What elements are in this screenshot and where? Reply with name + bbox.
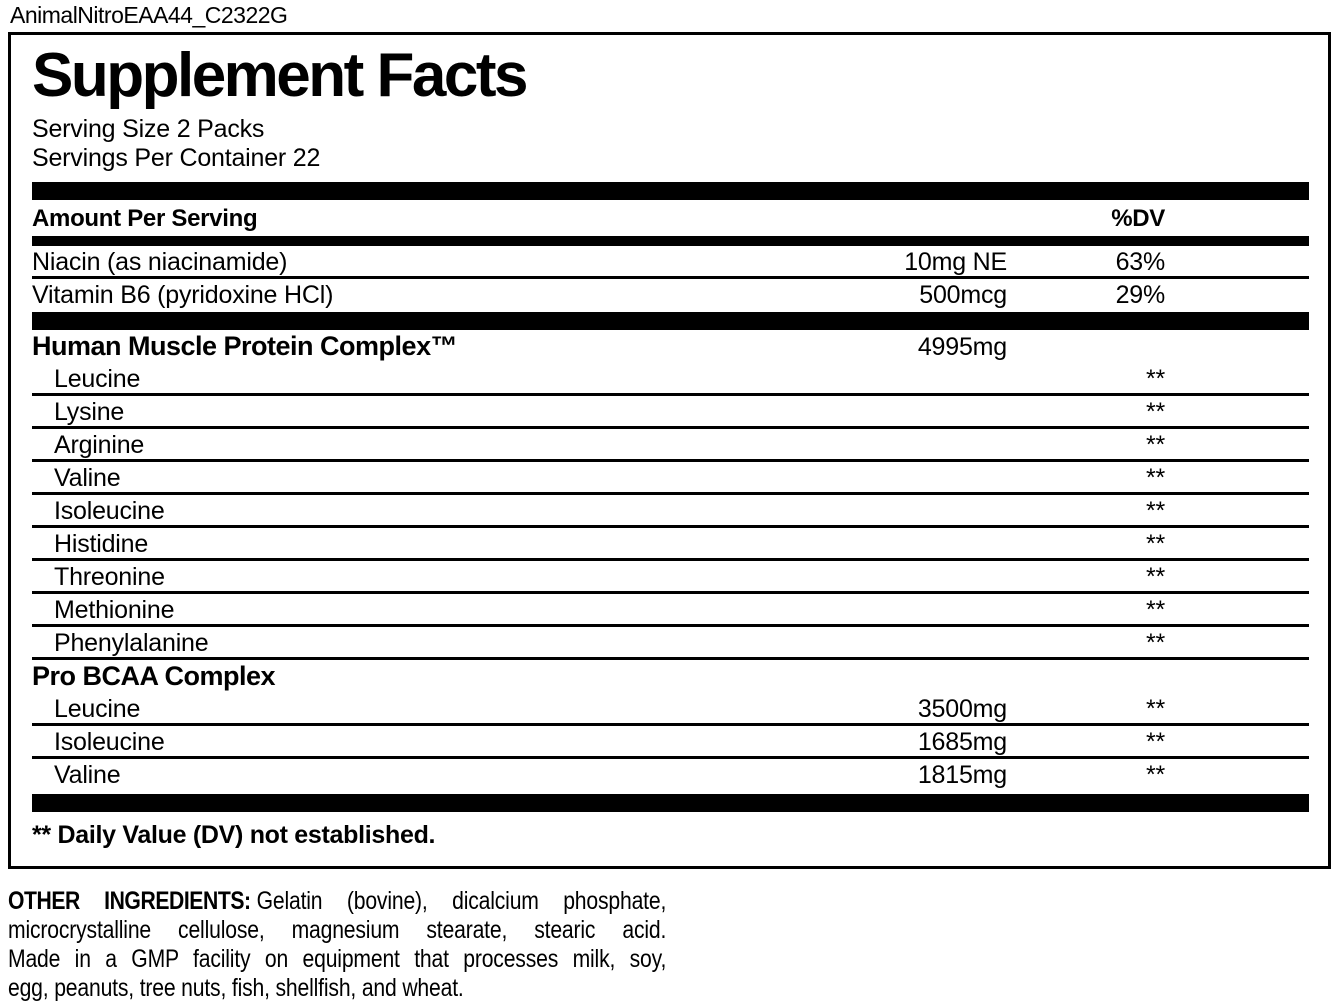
row-amount: 3500mg xyxy=(917,695,1007,723)
table-row: Isoleucine ** xyxy=(32,495,1309,528)
row-name: Isoleucine xyxy=(54,497,165,525)
other-ingredients-line-3: Made in a GMP facility on equipment that… xyxy=(8,945,667,973)
other-ingredients-line-2: microcrystalline cellulose, magnesium st… xyxy=(8,916,667,944)
row-name: Leucine xyxy=(54,695,141,723)
row-amount: 4995mg xyxy=(917,333,1007,361)
row-name: Isoleucine xyxy=(54,728,165,756)
other-ingredients-label: OTHER INGREDIENTS: xyxy=(8,887,251,915)
table-row: Threonine ** xyxy=(32,561,1309,594)
row-dv: ** xyxy=(1145,728,1165,756)
table-row: Vitamin B6 (pyridoxine HCl) 500mcg 29% xyxy=(32,279,1309,312)
divider-bar-header xyxy=(32,236,1309,246)
page-title: AnimalNitroEAA44_C2322G xyxy=(10,2,288,28)
panel-title: Supplement Facts xyxy=(32,41,529,110)
table-row: Valine 1815mg ** xyxy=(32,759,1309,792)
row-amount: 500mcg xyxy=(919,281,1007,309)
row-name: Pro BCAA Complex xyxy=(32,661,276,691)
table-row: Lysine ** xyxy=(32,396,1309,429)
table-row: Phenylalanine ** xyxy=(32,627,1309,660)
serving-size: Serving Size 2 Packs xyxy=(32,115,265,143)
row-name: Phenylalanine xyxy=(54,629,209,657)
row-name: Methionine xyxy=(54,596,175,624)
row-dv: ** xyxy=(1145,596,1165,624)
dv-header: %DV xyxy=(1111,205,1165,232)
table-row: Human Muscle Protein Complex™ 4995mg xyxy=(32,330,1309,363)
table-row: Arginine ** xyxy=(32,429,1309,462)
table-row: Leucine 3500mg ** xyxy=(32,693,1309,726)
table-row: Histidine ** xyxy=(32,528,1309,561)
row-dv: ** xyxy=(1145,365,1165,393)
row-dv: 63% xyxy=(1115,248,1166,276)
table-row: Valine ** xyxy=(32,462,1309,495)
divider-bar-bottom xyxy=(32,794,1309,812)
row-dv: 29% xyxy=(1115,281,1166,309)
row-name: Histidine xyxy=(54,530,149,558)
row-dv: ** xyxy=(1145,761,1165,789)
table-row: Methionine ** xyxy=(32,594,1309,627)
row-dv: ** xyxy=(1145,563,1165,591)
other-ingredients-line-1: OTHER INGREDIENTS: Gelatin (bovine), dica… xyxy=(8,887,666,916)
footnote: ** Daily Value (DV) not established. xyxy=(32,821,436,849)
row-dv: ** xyxy=(1145,398,1165,426)
other-ingredients-line-4: egg, peanuts, tree nuts, fish, shellfish… xyxy=(8,974,464,1002)
row-name: Lysine xyxy=(54,398,125,426)
row-name: Threonine xyxy=(54,563,165,591)
row-dv: ** xyxy=(1145,530,1165,558)
divider-bar-top xyxy=(32,182,1309,200)
row-amount: 10mg NE xyxy=(904,248,1007,276)
table-row: Pro BCAA Complex xyxy=(32,660,1309,693)
table-row: Leucine ** xyxy=(32,363,1309,396)
row-name: Human Muscle Protein Complex™ xyxy=(32,331,458,361)
other-ingredients: OTHER INGREDIENTS: Gelatin (bovine), dica… xyxy=(8,887,1335,1003)
row-dv: ** xyxy=(1145,497,1165,525)
row-dv: ** xyxy=(1145,431,1165,459)
servings-per-container: Servings Per Container 22 xyxy=(32,144,321,172)
facts-rows: Niacin (as niacinamide) 10mg NE 63% Vitamin… xyxy=(32,246,1309,792)
supplement-facts-panel: Supplement Facts Serving Size 2 Packs Se… xyxy=(8,32,1331,869)
row-name: Arginine xyxy=(54,431,145,459)
other-ingredients-line-1-text: Gelatin (bovine), dicalcium phosphate, xyxy=(256,887,667,915)
row-name: Valine xyxy=(54,464,121,492)
row-amount: 1685mg xyxy=(917,728,1007,756)
row-dv: ** xyxy=(1145,695,1165,723)
table-row: Niacin (as niacinamide) 10mg NE 63% xyxy=(32,246,1309,279)
row-name: Niacin (as niacinamide) xyxy=(32,248,288,276)
amount-per-serving-header: Amount Per Serving xyxy=(32,205,258,232)
table-header-row: Amount Per Serving %DV xyxy=(32,200,1309,236)
row-dv: ** xyxy=(1145,464,1165,492)
row-name: Valine xyxy=(54,761,121,789)
other-ingredients-text: OTHER INGREDIENTS: Gelatin (bovine), dica… xyxy=(8,887,666,1003)
row-name: Leucine xyxy=(54,365,141,393)
divider-bar-section xyxy=(32,312,1309,330)
table-row: Isoleucine 1685mg ** xyxy=(32,726,1309,759)
row-name: Vitamin B6 (pyridoxine HCl) xyxy=(32,281,334,309)
row-dv: ** xyxy=(1145,629,1165,657)
row-amount: 1815mg xyxy=(917,761,1007,789)
